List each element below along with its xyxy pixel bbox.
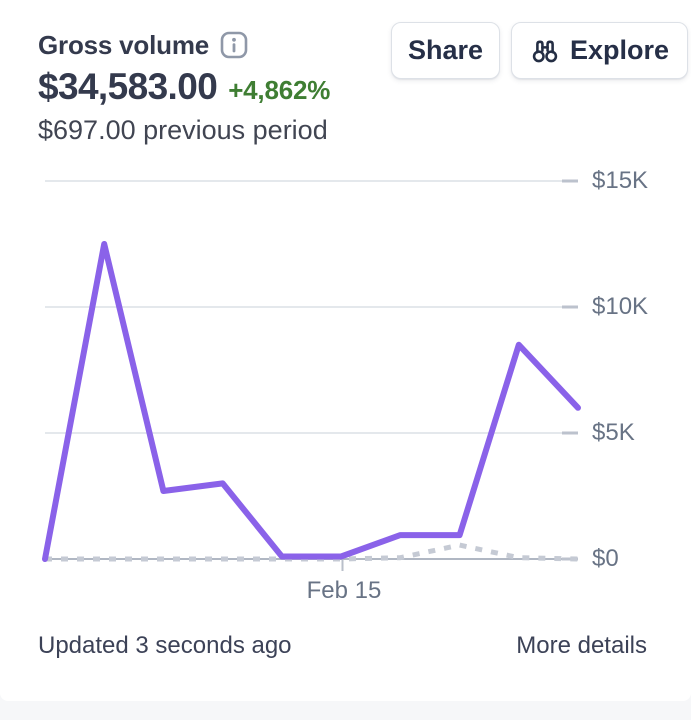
previous-period-amount: $697.00 previous period <box>38 115 328 145</box>
delta-percentage: +4,862% <box>228 75 331 105</box>
card-background <box>0 0 691 701</box>
ylabel-0: $0 <box>592 545 619 572</box>
gross-volume-amount: $34,583.00 <box>38 66 218 107</box>
updated-status: Updated 3 seconds ago <box>38 632 292 659</box>
ylabel-15k: $15K <box>592 167 649 194</box>
header: Gross volume $34,583.00 +4,862% $697.00 … <box>38 30 330 145</box>
ylabel-10k: $10K <box>592 293 649 320</box>
explore-button-label: Explore <box>569 35 670 65</box>
footer: Updated 3 seconds ago More details <box>38 631 647 661</box>
share-button-label: Share <box>407 35 484 65</box>
share-button[interactable]: Share <box>391 22 500 79</box>
ylabel-5k: $5K <box>592 419 635 446</box>
xlabel-feb15: Feb 15 <box>306 577 382 604</box>
binoculars-icon <box>530 36 560 66</box>
more-details-link[interactable]: More details <box>516 632 647 659</box>
page-title: Gross volume <box>38 30 209 60</box>
info-icon[interactable] <box>220 31 248 59</box>
explore-button[interactable]: Explore <box>511 22 688 79</box>
current-period-line[interactable] <box>42 241 581 562</box>
